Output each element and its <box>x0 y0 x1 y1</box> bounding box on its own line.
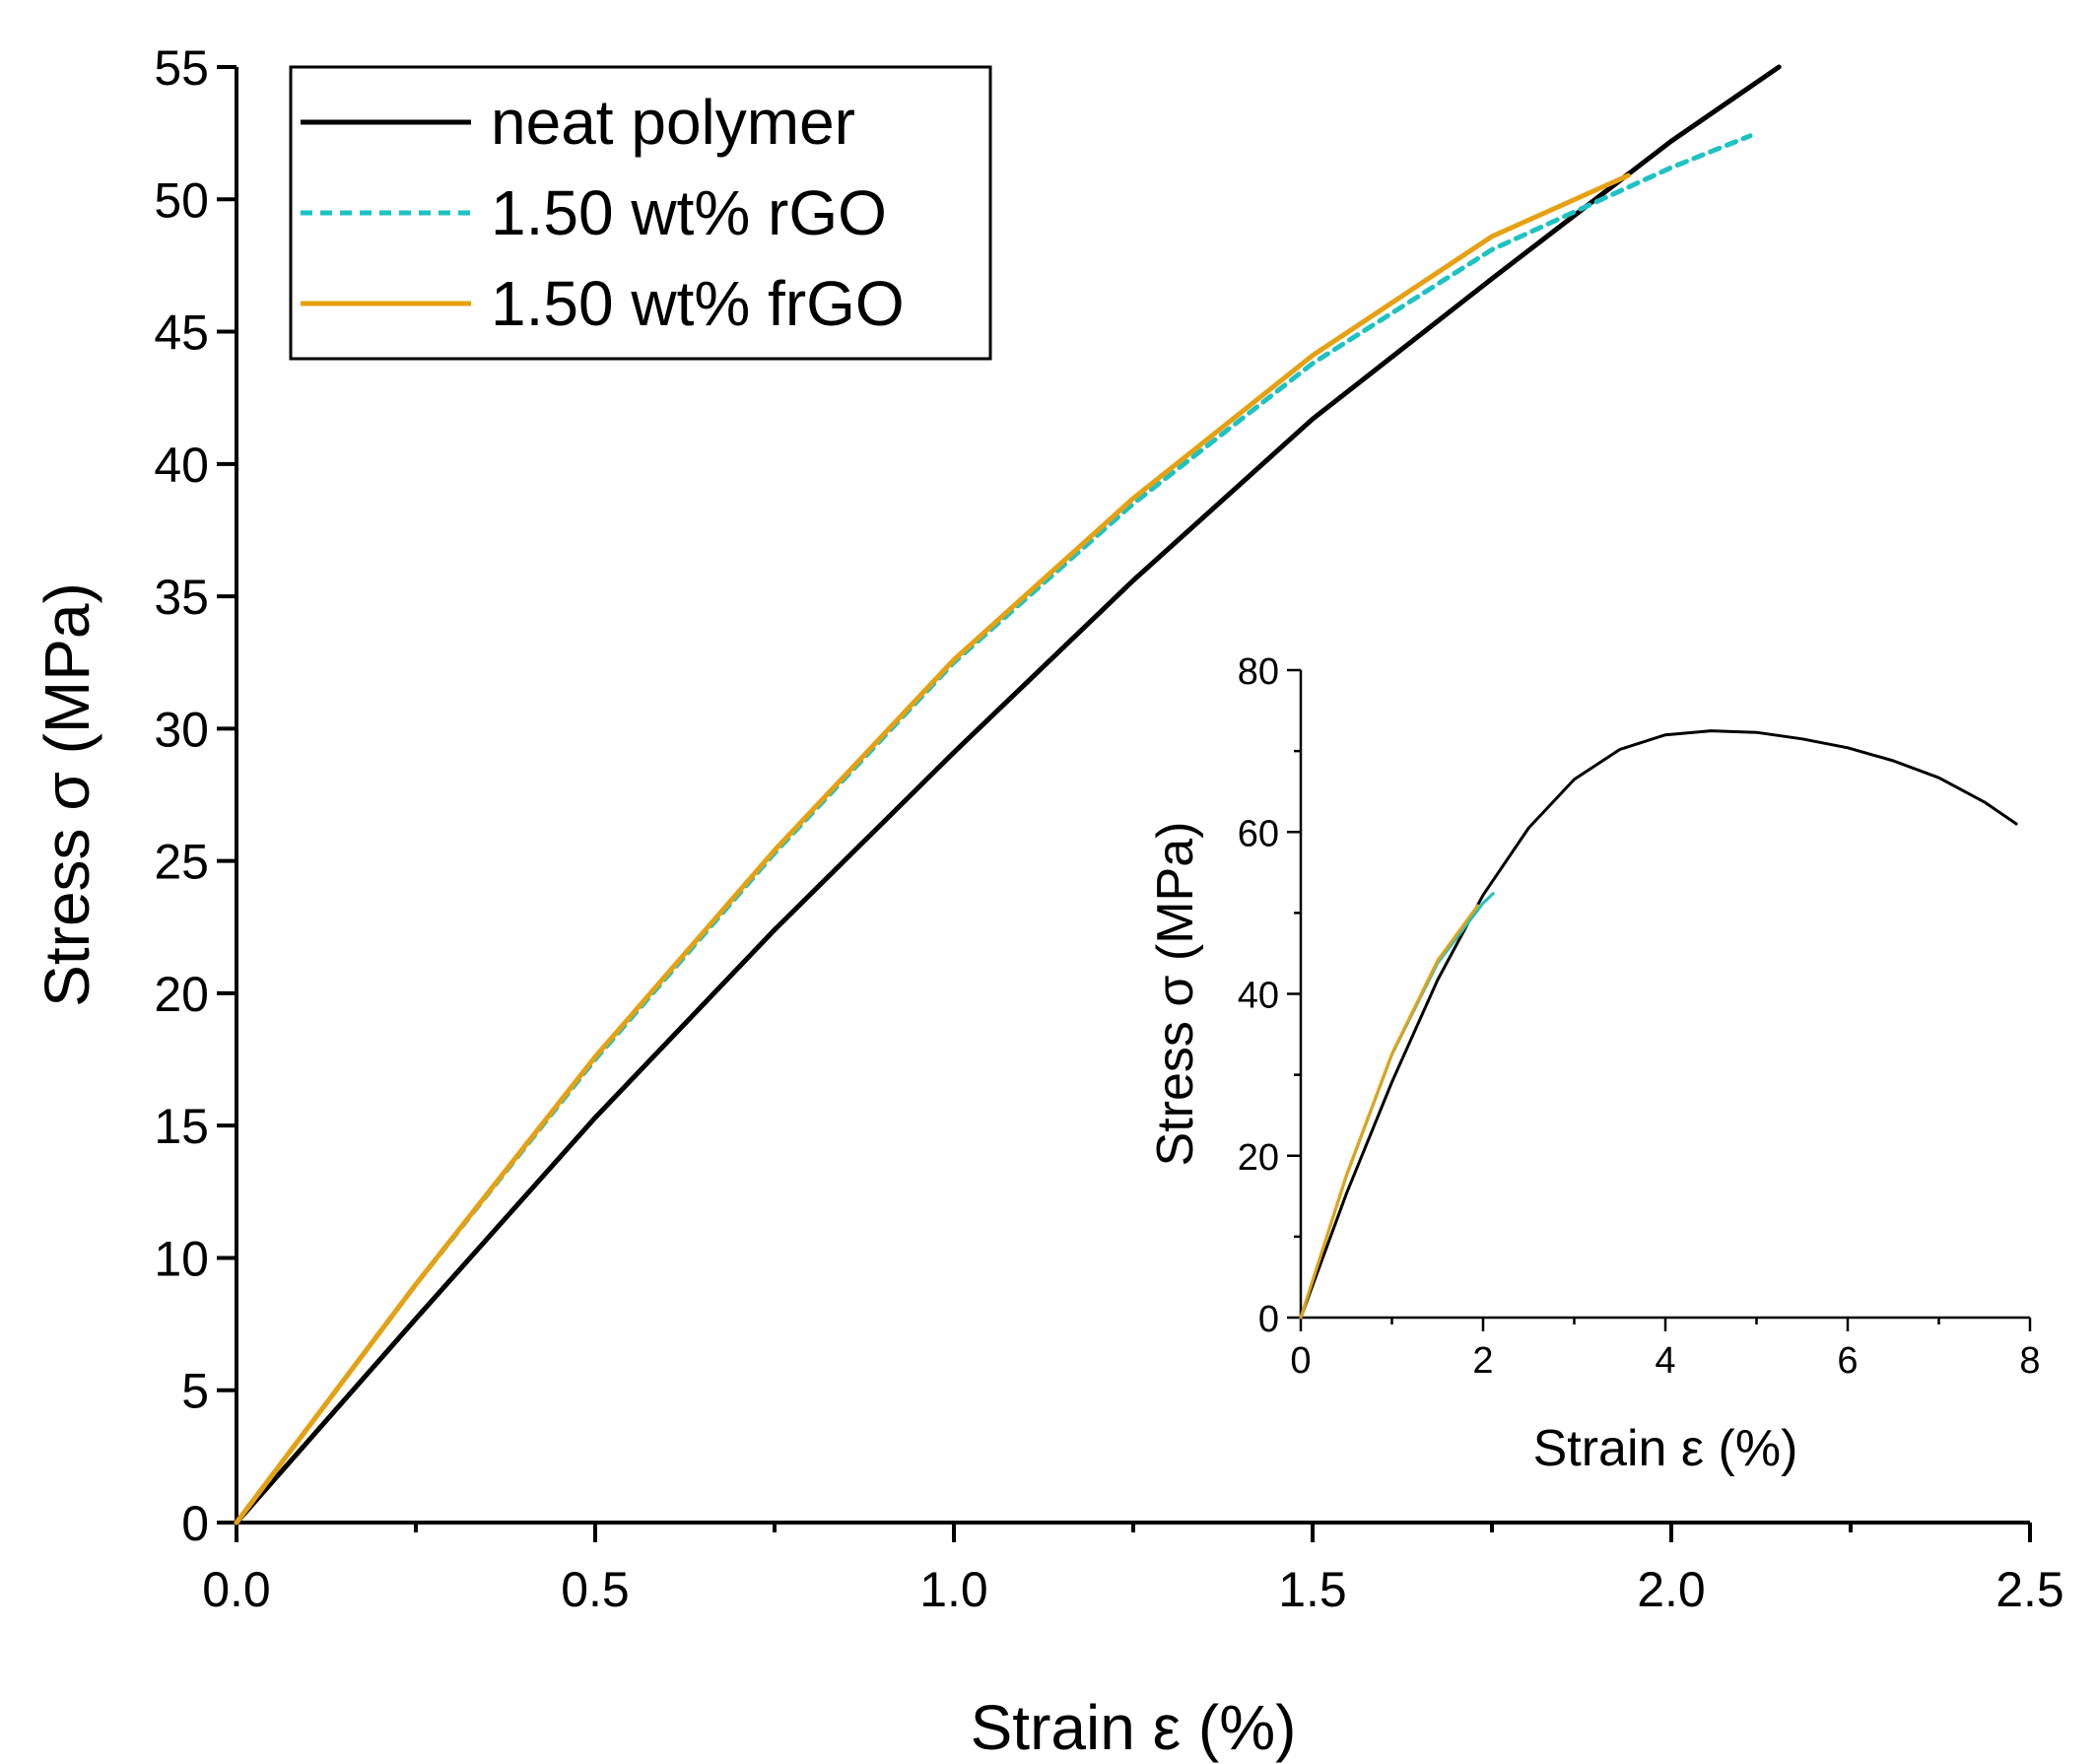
inset-x-tick-label: 4 <box>1655 1340 1675 1382</box>
main-y-tick-label: 30 <box>154 702 209 757</box>
legend-label-frgo: 1.50 wt% frGO <box>491 268 905 339</box>
inset-y-tick-label: 20 <box>1238 1137 1279 1179</box>
inset-y-tick-label: 60 <box>1238 813 1279 854</box>
main-y-tick-label: 35 <box>154 570 209 625</box>
main-y-tick-label: 20 <box>154 967 209 1022</box>
main-y-tick-label: 0 <box>181 1496 209 1551</box>
main-series-1-50-wt-frgo <box>234 172 1631 1526</box>
inset-y-tick-label: 40 <box>1238 976 1279 1017</box>
main-y-tick-label: 45 <box>154 305 209 361</box>
main-x-tick-label: 0.0 <box>202 1562 271 1617</box>
main-y-tick-label: 50 <box>154 172 209 228</box>
inset-series-1-50-wt-frgo <box>1299 904 1479 1320</box>
main-x-tick-label: 1.5 <box>1278 1562 1347 1617</box>
inset-x-tick-label: 8 <box>2019 1340 2040 1382</box>
main-y-tick-label: 15 <box>154 1099 209 1154</box>
inset-x-tick-label: 6 <box>1837 1340 1858 1382</box>
main-x-tick-label: 0.5 <box>561 1562 630 1617</box>
main-x-tick-label: 2.5 <box>1996 1562 2064 1617</box>
main-y-tick-label: 40 <box>154 438 209 493</box>
inset-x-tick-label: 2 <box>1472 1340 1493 1382</box>
legend-label-neat-polymer: neat polymer <box>491 87 855 158</box>
main-x-axis-title: Strain ε (%) <box>971 1692 1297 1763</box>
main-y-tick-label: 5 <box>181 1364 209 1419</box>
inset-series-1-50-wt-rgo <box>1299 892 1495 1320</box>
inset-y-tick-label: 80 <box>1238 651 1279 693</box>
inset-y-axis-title: Stress σ (MPa) <box>1147 822 1204 1167</box>
main-y-tick-label: 25 <box>154 835 209 890</box>
main-y-axis-title: Stress σ (MPa) <box>32 582 102 1007</box>
inset-y-tick-label: 0 <box>1258 1299 1279 1340</box>
main-y-tick-label: 10 <box>154 1231 209 1286</box>
main-y-tick-label: 55 <box>154 40 209 96</box>
inset-series-neat-polymer <box>1299 729 2018 1320</box>
main-x-tick-label: 1.0 <box>919 1562 988 1617</box>
main-plot: 0.0 0.5 1.0 1.5 2.0 2.50510152025303540455055… <box>32 40 2064 1763</box>
inset-x-tick-label: 0 <box>1290 1340 1311 1382</box>
inset-x-axis-title: Strain ε (%) <box>1533 1420 1798 1477</box>
main-x-tick-label: 2.0 <box>1637 1562 1706 1617</box>
legend: neat polymer 1.50 wt% rGO 1.50 wt% frGO <box>289 65 992 361</box>
legend-label-rgo: 1.50 wt% rGO <box>491 177 887 248</box>
